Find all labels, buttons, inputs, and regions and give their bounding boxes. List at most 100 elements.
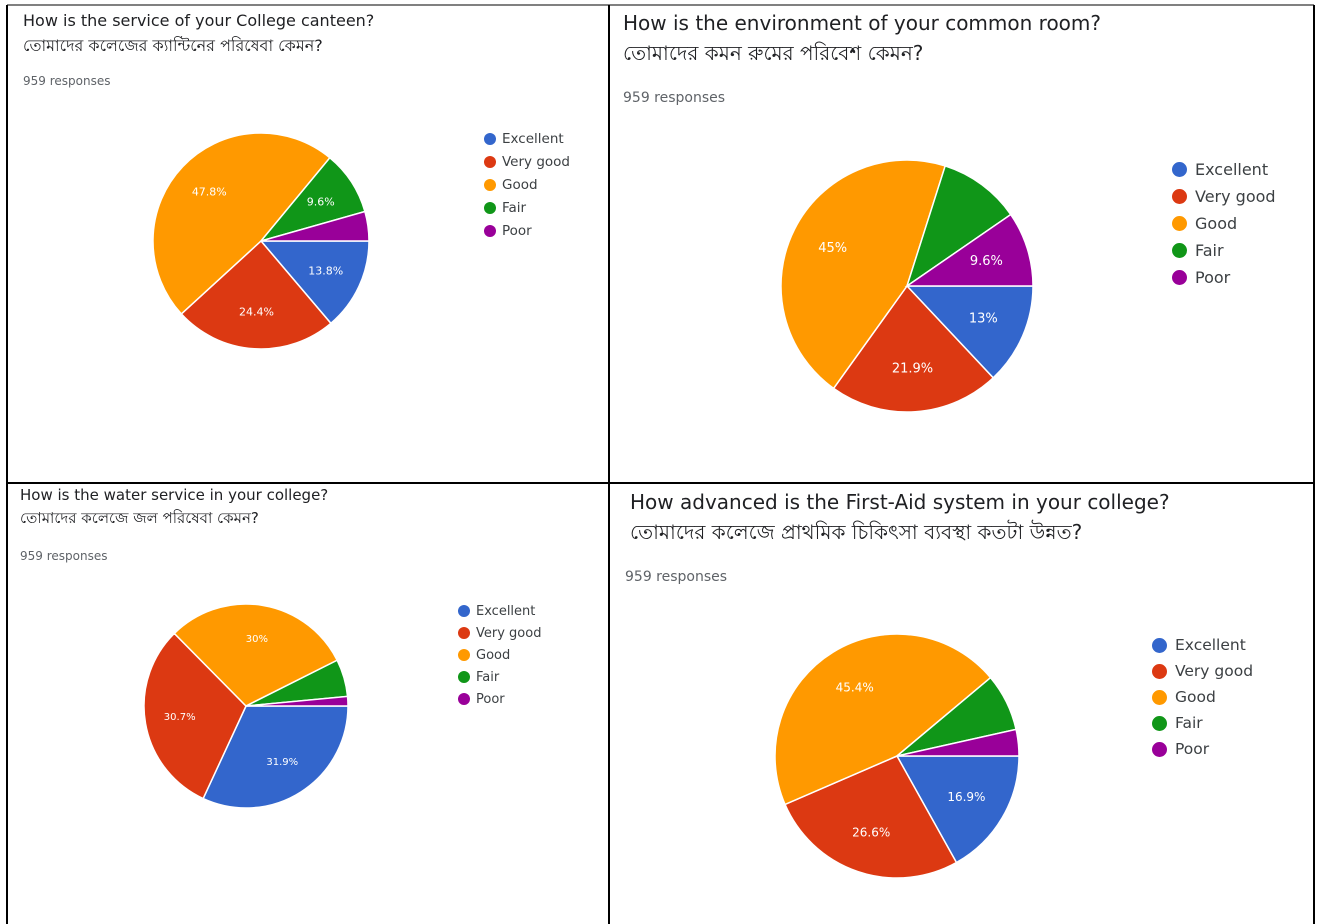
pie-slice-good bbox=[774, 633, 992, 806]
legend-label: Excellent bbox=[1175, 636, 1246, 654]
chart-legend: Excellent Very good Good Fair Poor bbox=[484, 127, 570, 242]
question-title: How is the service of your College cante… bbox=[23, 10, 374, 56]
pie-slice-fair bbox=[905, 164, 1012, 288]
legend-label: Poor bbox=[1175, 740, 1210, 758]
legend-swatch-icon bbox=[458, 671, 470, 683]
slice-data-label: 9.6% bbox=[970, 254, 1003, 269]
legend-label: Good bbox=[1195, 214, 1238, 233]
legend-swatch-icon bbox=[1152, 637, 1167, 653]
slice-data-label: 30.7% bbox=[164, 712, 196, 723]
legend-swatch-icon bbox=[458, 605, 470, 617]
response-count: 959 responses bbox=[20, 549, 108, 563]
slice-data-label: 45.4% bbox=[836, 681, 874, 695]
legend-label: Fair bbox=[1175, 714, 1203, 732]
question-title: How advanced is the First-Aid system in … bbox=[630, 489, 1170, 546]
legend-swatch-icon bbox=[1152, 741, 1167, 757]
legend-swatch-icon bbox=[1152, 715, 1167, 731]
legend-label: Fair bbox=[502, 199, 527, 216]
legend-swatch-icon bbox=[484, 224, 496, 237]
chart-legend: Excellent Very good Good Fair Poor bbox=[1152, 632, 1253, 762]
slice-data-label: 45% bbox=[818, 241, 847, 256]
legend-label: Poor bbox=[1195, 268, 1231, 287]
legend-item-good: Good bbox=[1172, 210, 1276, 237]
legend-label: Fair bbox=[1195, 241, 1224, 260]
legend-item-excellent: Excellent bbox=[484, 127, 570, 150]
pie-slice-excellent bbox=[259, 240, 370, 325]
legend-swatch-icon bbox=[484, 132, 496, 145]
legend-item-excellent: Excellent bbox=[1172, 156, 1276, 183]
response-count: 959 responses bbox=[625, 569, 728, 585]
legend-label: Good bbox=[502, 176, 538, 193]
legend-label: Good bbox=[476, 647, 511, 663]
legend-label: Poor bbox=[476, 691, 505, 707]
slice-data-label: 13% bbox=[969, 312, 998, 327]
legend-item-excellent: Excellent bbox=[458, 600, 541, 622]
legend-label: Good bbox=[1175, 688, 1216, 706]
pie-slice-excellent bbox=[202, 705, 349, 809]
legend-swatch-icon bbox=[458, 693, 470, 705]
legend-item-poor: Poor bbox=[484, 219, 570, 242]
legend-swatch-icon bbox=[484, 201, 496, 214]
legend-item-poor: Poor bbox=[458, 688, 541, 710]
legend-swatch-icon bbox=[1172, 243, 1187, 258]
question-bengali: তোমাদের কলেজের ক্যান্টিনের পরিষেবা কেমন? bbox=[23, 35, 323, 55]
slice-data-label: 31.9% bbox=[266, 757, 298, 768]
legend-label: Excellent bbox=[476, 603, 536, 619]
pie-slice-very-good bbox=[180, 239, 332, 350]
question-english: How is the environment of your common ro… bbox=[623, 11, 1102, 35]
slice-data-label: 26.6% bbox=[852, 825, 890, 839]
legend-swatch-icon bbox=[458, 627, 470, 639]
legend-swatch-icon bbox=[1172, 216, 1187, 231]
question-english: How advanced is the First-Aid system in … bbox=[630, 490, 1170, 514]
legend-label: Very good bbox=[476, 625, 542, 641]
legend-swatch-icon bbox=[484, 155, 496, 168]
pie-slice-poor bbox=[245, 695, 349, 707]
question-bengali: তোমাদের কলেজে জল পরিষেবা কেমন? bbox=[20, 509, 259, 528]
legend-item-good: Good bbox=[458, 644, 541, 666]
legend-label: Very good bbox=[1175, 662, 1254, 680]
pie-slice-good bbox=[780, 159, 947, 390]
legend-swatch-icon bbox=[1152, 689, 1167, 705]
legend-swatch-icon bbox=[1172, 189, 1187, 204]
pie-slice-excellent bbox=[895, 755, 1020, 864]
legend-item-very-good: Very good bbox=[484, 150, 570, 173]
legend-swatch-icon bbox=[458, 649, 470, 661]
legend-item-very-good: Very good bbox=[1172, 183, 1276, 210]
legend-label: Excellent bbox=[502, 130, 564, 147]
legend-item-fair: Fair bbox=[458, 666, 541, 688]
question-bengali: তোমাদের কলেজে প্রাথমিক চিকিৎসা ব্যবস্থা … bbox=[630, 520, 1083, 544]
legend-item-fair: Fair bbox=[484, 196, 570, 219]
legend-label: Very good bbox=[1195, 187, 1276, 206]
legend-label: Poor bbox=[502, 222, 532, 239]
legend-item-very-good: Very good bbox=[458, 622, 541, 644]
slice-data-label: 24.4% bbox=[239, 306, 274, 319]
question-title: How is the water service in your college… bbox=[20, 485, 328, 529]
pie-slice-good bbox=[152, 132, 331, 316]
pie-slice-poor bbox=[896, 728, 1020, 757]
slice-data-label: 16.9% bbox=[947, 790, 985, 804]
slice-data-label: 21.9% bbox=[892, 362, 933, 377]
response-count: 959 responses bbox=[623, 90, 726, 106]
response-count: 959 responses bbox=[23, 74, 111, 88]
legend-item-excellent: Excellent bbox=[1152, 632, 1253, 658]
legend-item-fair: Fair bbox=[1172, 237, 1276, 264]
pie-slice-very-good bbox=[143, 632, 247, 800]
question-title: How is the environment of your common ro… bbox=[623, 10, 1101, 67]
legend-item-very-good: Very good bbox=[1152, 658, 1253, 684]
question-bengali: তোমাদের কমন রুমের পরিবেশ কেমন? bbox=[623, 41, 924, 65]
chart-legend: Excellent Very good Good Fair Poor bbox=[1172, 156, 1276, 291]
question-english: How is the water service in your college… bbox=[20, 486, 329, 504]
chart-legend: Excellent Very good Good Fair Poor bbox=[458, 600, 541, 710]
legend-swatch-icon bbox=[1152, 663, 1167, 679]
slice-data-label: 47.8% bbox=[192, 185, 227, 198]
legend-item-fair: Fair bbox=[1152, 710, 1253, 736]
pie-slice-poor bbox=[260, 210, 370, 242]
slice-data-label: 13.8% bbox=[308, 264, 343, 277]
legend-swatch-icon bbox=[484, 178, 496, 191]
